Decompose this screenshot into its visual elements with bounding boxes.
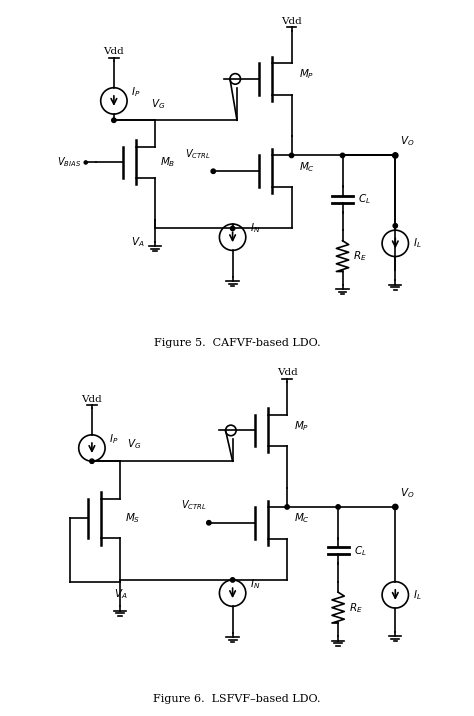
Text: $I_N$: $I_N$: [250, 577, 261, 591]
Text: Vdd: Vdd: [103, 47, 124, 57]
Text: Vdd: Vdd: [281, 16, 302, 26]
Text: Figure 5.  CAFVF-based LDO.: Figure 5. CAFVF-based LDO.: [154, 338, 320, 348]
Circle shape: [230, 226, 235, 231]
Text: Vdd: Vdd: [82, 395, 102, 404]
Text: $V_G$: $V_G$: [151, 97, 165, 112]
Circle shape: [84, 161, 87, 164]
Circle shape: [289, 153, 294, 158]
Text: $V_A$: $V_A$: [114, 587, 128, 601]
Text: Vdd: Vdd: [277, 368, 298, 377]
Text: $C_L$: $C_L$: [358, 193, 371, 206]
Circle shape: [230, 578, 235, 582]
Text: $M_P$: $M_P$: [294, 419, 310, 433]
Circle shape: [285, 505, 289, 509]
Text: $V_O$: $V_O$: [400, 486, 414, 500]
Text: $V_O$: $V_O$: [400, 135, 414, 148]
Circle shape: [392, 153, 398, 158]
Text: $C_L$: $C_L$: [354, 544, 367, 558]
Circle shape: [211, 169, 216, 173]
Text: $V_A$: $V_A$: [131, 236, 145, 249]
Text: $I_L$: $I_L$: [413, 236, 421, 251]
Text: $M_C$: $M_C$: [294, 511, 310, 526]
Text: $M_S$: $M_S$: [125, 511, 141, 526]
Text: $I_N$: $I_N$: [250, 221, 261, 236]
Text: $I_P$: $I_P$: [131, 85, 141, 99]
Circle shape: [393, 153, 398, 158]
Text: $I_P$: $I_P$: [109, 432, 119, 446]
Circle shape: [336, 505, 340, 509]
Text: Figure 6.  LSFVF–based LDO.: Figure 6. LSFVF–based LDO.: [153, 694, 321, 704]
Text: $V_{CTRL}$: $V_{CTRL}$: [185, 147, 210, 160]
Circle shape: [393, 223, 398, 228]
Text: $R_E$: $R_E$: [349, 601, 363, 614]
Circle shape: [393, 505, 398, 509]
Text: $M_B$: $M_B$: [161, 155, 176, 170]
Circle shape: [392, 504, 398, 510]
Text: $V_{BIAS}$: $V_{BIAS}$: [57, 155, 82, 170]
Text: $M_P$: $M_P$: [299, 67, 314, 82]
Text: $R_E$: $R_E$: [353, 249, 367, 263]
Text: $V_{CTRL}$: $V_{CTRL}$: [181, 498, 206, 512]
Text: $M_C$: $M_C$: [299, 160, 315, 174]
Circle shape: [112, 118, 116, 122]
Text: $I_L$: $I_L$: [413, 588, 421, 601]
Circle shape: [340, 153, 345, 158]
Circle shape: [90, 459, 94, 463]
Circle shape: [207, 521, 211, 525]
Text: $V_G$: $V_G$: [127, 437, 141, 450]
